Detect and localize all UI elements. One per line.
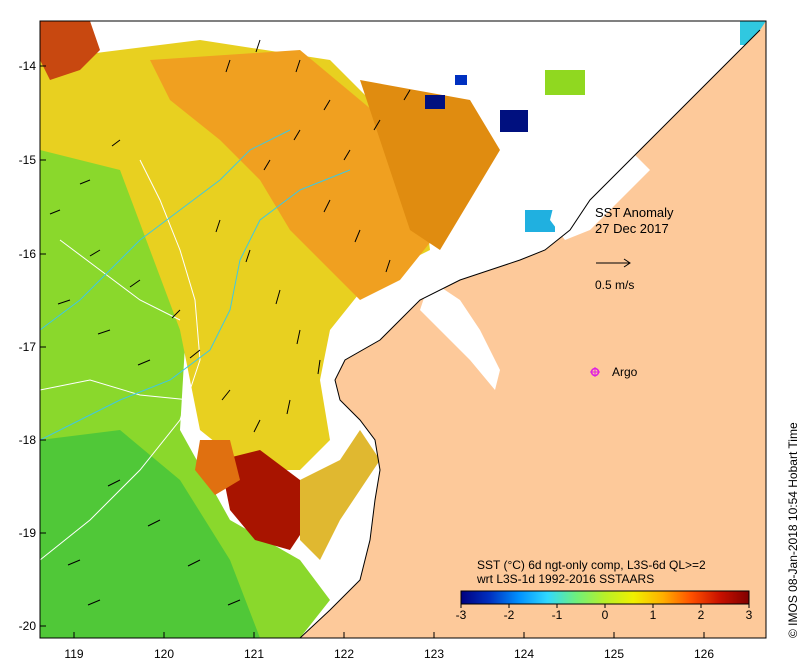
sst-orange-east: [360, 80, 500, 250]
lat-label-16: -16: [19, 247, 37, 261]
bathymetry-contours: [40, 159, 201, 561]
colorbar: [460, 590, 750, 605]
sst-green-deep: [40, 430, 260, 638]
colorbar-tick-0: 0: [602, 608, 609, 622]
colorbar-tick-1: 1: [650, 608, 657, 622]
lon-label-119: 119: [64, 647, 83, 661]
sst-darkred-nw: [40, 21, 100, 80]
lat-label-19: -19: [19, 526, 37, 540]
lat-label-20: -20: [19, 619, 37, 633]
ne-coastal-waters: [550, 150, 650, 240]
scale-arrow-label: 0.5 m/s: [595, 278, 634, 292]
sst-red-patch: [220, 450, 310, 550]
sst-cold-patch-1: [500, 110, 528, 132]
colorbar-tick-neg2: -2: [504, 608, 515, 622]
lon-label-120: 120: [154, 647, 174, 661]
lon-label-121: 121: [244, 647, 264, 661]
imos-credit: © IMOS 08-Jan-2018 10:54 Hobart Time: [786, 422, 800, 638]
colorbar-tick-3: 3: [746, 608, 753, 622]
colorbar-tick-neg1: -1: [552, 608, 563, 622]
legend-line-2: wrt L3S-1d 1992-2016 SSTAARS: [476, 572, 654, 586]
lat-label-14: -14: [19, 59, 37, 73]
cyan-contours: [40, 129, 351, 441]
coastline: [299, 29, 761, 638]
sst-orange-region: [150, 50, 440, 300]
lon-label-122: 122: [334, 647, 354, 661]
current-vectors: [49, 39, 411, 606]
sst-green-patch-ne: [545, 70, 585, 95]
scale-arrow-icon: [596, 258, 631, 268]
lat-ticks: [40, 65, 46, 627]
colorbar-tick-2: 2: [698, 608, 705, 622]
sst-coastal-yellow: [300, 430, 380, 560]
map-date: 27 Dec 2017: [595, 221, 669, 236]
legend-line-1: SST (°C) 6d ngt-only comp, L3S-6d QL>=2: [477, 558, 706, 572]
map-title: SST Anomaly: [595, 205, 674, 220]
argo-label: Argo: [612, 365, 638, 379]
argo-marker-icon: [590, 367, 600, 377]
sst-orange-patch-south: [195, 440, 240, 495]
colorbar-tick-marks: [460, 604, 750, 608]
lon-ticks: [73, 632, 705, 638]
colorbar-tick-neg3: -3: [456, 608, 467, 622]
lon-label-126: 126: [694, 647, 714, 661]
sst-cold-patch-3: [455, 75, 467, 85]
lat-label-15: -15: [19, 153, 37, 167]
lat-label-18: -18: [19, 433, 37, 447]
lat-label-17: -17: [19, 340, 37, 354]
sst-field: [40, 21, 766, 638]
land-mass: [300, 21, 766, 638]
lon-label-123: 123: [424, 647, 444, 661]
lon-label-125: 125: [604, 647, 624, 661]
sst-cold-patch-2: [425, 95, 445, 109]
king-sound-gulf: [420, 280, 500, 390]
lon-label-124: 124: [514, 647, 534, 661]
plot-frame: [39, 20, 767, 639]
sst-cool-patch-1: [525, 210, 555, 232]
